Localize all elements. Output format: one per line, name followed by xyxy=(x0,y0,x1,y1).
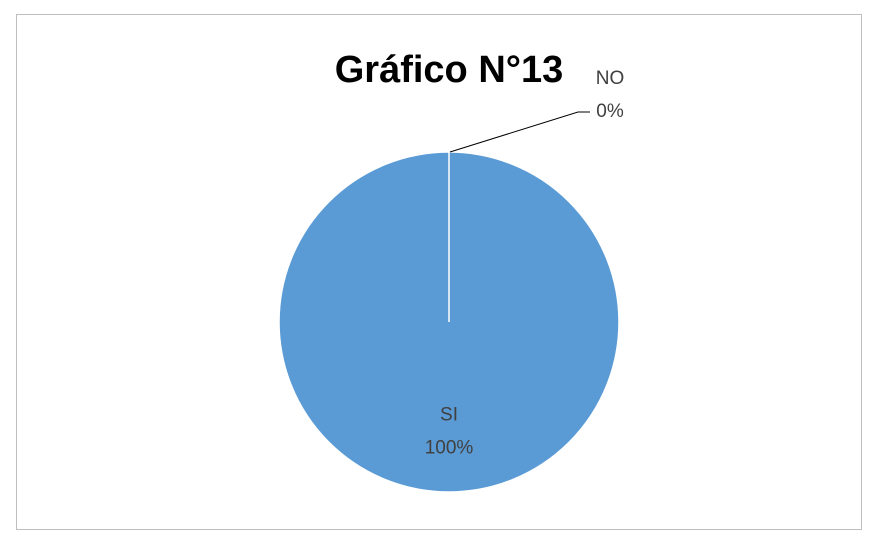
slice-value-label: 0% xyxy=(596,101,624,122)
slice-category-label: SI xyxy=(440,405,458,426)
leader-line xyxy=(449,111,590,153)
chart-title: Gráfico N°13 xyxy=(335,49,564,91)
slice-category-label: NO xyxy=(596,68,625,89)
slice-value-label: 100% xyxy=(425,438,474,459)
